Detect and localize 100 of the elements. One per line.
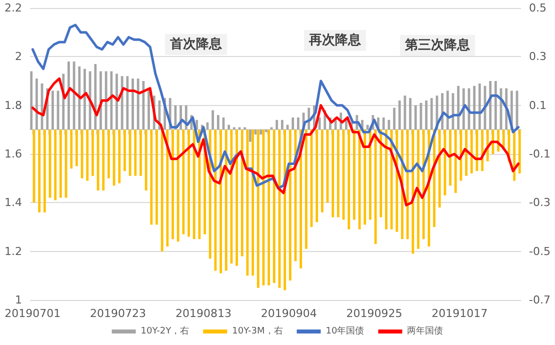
- bar: [385, 130, 388, 230]
- bar: [256, 130, 260, 288]
- bar: [68, 62, 70, 130]
- bar: [348, 130, 350, 230]
- y2-tick-label: 0.3: [529, 50, 546, 64]
- bar: [446, 90, 449, 130]
- bar: [406, 130, 409, 240]
- bar: [460, 130, 462, 181]
- bar: [126, 76, 129, 130]
- bar: [454, 130, 457, 193]
- y2-tick-label: 0.1: [529, 98, 546, 112]
- bar: [240, 130, 244, 256]
- line-series: [31, 77, 520, 206]
- bar: [128, 130, 132, 176]
- bar: [172, 130, 174, 240]
- bar: [304, 130, 308, 249]
- y-tick-label: 2: [15, 50, 22, 64]
- bar: [51, 90, 54, 130]
- bar: [124, 130, 126, 172]
- bar: [478, 83, 481, 130]
- bar: [132, 78, 134, 130]
- bar: [252, 130, 254, 276]
- bar: [494, 81, 497, 130]
- y-tick-label: 2.2: [4, 2, 22, 14]
- bar: [470, 130, 473, 174]
- bar: [94, 64, 97, 130]
- y-tick-label: 1.4: [4, 196, 22, 210]
- x-tick-label: 20190813: [175, 307, 232, 320]
- bar: [473, 86, 476, 130]
- bar: [320, 130, 324, 212]
- bar: [142, 81, 145, 130]
- bar: [86, 130, 89, 181]
- x-tick-label: 20190925: [346, 307, 402, 320]
- bar: [268, 130, 270, 286]
- bar: [116, 74, 118, 130]
- bar: [43, 130, 46, 212]
- bar: [30, 71, 33, 130]
- annotation: 再次降息: [308, 32, 362, 48]
- bar: [110, 71, 113, 130]
- bar: [244, 127, 246, 130]
- bar: [182, 130, 185, 234]
- bar: [54, 130, 57, 200]
- y-tick-label: 1.2: [4, 244, 22, 258]
- bar: [518, 130, 521, 174]
- bar: [166, 130, 169, 246]
- bar: [296, 118, 300, 130]
- y2-tick-label: -0.7: [529, 294, 550, 306]
- y2-tick-label: 0.5: [529, 2, 546, 14]
- bar: [388, 120, 390, 130]
- x-tick-label: 20190701: [4, 307, 61, 320]
- bar: [280, 120, 284, 130]
- legend-label: 10Y-3M，右: [232, 326, 283, 336]
- bar: [332, 130, 334, 218]
- x-tick-label: 20191017: [432, 307, 488, 320]
- bar: [192, 130, 196, 240]
- bar: [272, 130, 276, 283]
- x-tick-label: 20190723: [90, 307, 146, 320]
- y2-tick-label: -0.1: [529, 148, 550, 160]
- bar: [288, 130, 292, 281]
- y-tick-label: 1.8: [4, 98, 22, 112]
- bar: [264, 130, 268, 132]
- bar: [276, 120, 278, 130]
- bar: [449, 130, 452, 186]
- bar: [457, 86, 460, 130]
- bar: [150, 130, 153, 225]
- bar: [188, 130, 190, 237]
- bar: [369, 130, 372, 220]
- bar: [102, 130, 105, 190]
- bar: [91, 130, 94, 176]
- bar: [316, 130, 318, 222]
- bar: [438, 130, 441, 208]
- bar: [176, 130, 180, 242]
- bar: [228, 124, 230, 130]
- bar: [108, 130, 110, 178]
- bar: [35, 78, 38, 130]
- bar: [393, 108, 396, 130]
- bar: [174, 105, 177, 130]
- y-tick-label: 1: [15, 294, 22, 306]
- bar: [430, 98, 433, 130]
- line-series: [31, 24, 520, 190]
- bar: [414, 105, 417, 130]
- bar: [84, 68, 86, 130]
- bar: [380, 130, 382, 218]
- bar: [236, 130, 238, 266]
- annotation: 第三次降息: [404, 37, 471, 53]
- bar: [136, 78, 140, 130]
- bar: [260, 130, 262, 135]
- bar: [465, 130, 468, 176]
- y2-tick-label: -0.3: [529, 196, 550, 210]
- bar: [214, 130, 217, 271]
- bar: [118, 130, 121, 184]
- bar: [417, 130, 420, 249]
- bar: [224, 130, 228, 271]
- bar: [140, 130, 142, 176]
- x-tick-label: 20190904: [260, 307, 317, 320]
- bar: [382, 118, 385, 130]
- annotation: 首次降息: [169, 36, 223, 52]
- bar: [232, 127, 236, 130]
- bar: [248, 130, 252, 142]
- bar: [336, 130, 340, 218]
